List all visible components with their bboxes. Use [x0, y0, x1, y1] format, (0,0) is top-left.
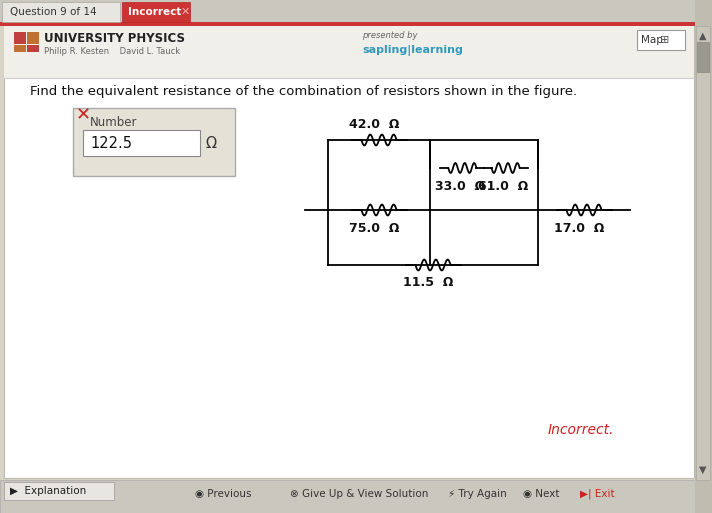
Text: ▼: ▼: [699, 465, 706, 475]
Bar: [4, 26, 694, 478]
Text: 122.5: 122.5: [90, 135, 132, 150]
Text: UNIVERSITY PHYSICS: UNIVERSITY PHYSICS: [44, 31, 185, 45]
Text: 42.0  Ω: 42.0 Ω: [349, 119, 399, 131]
Bar: [27, 45, 39, 52]
Bar: [0, 0, 712, 24]
Text: 11.5  Ω: 11.5 Ω: [403, 277, 453, 289]
Text: Find the equivalent resistance of the combination of resistors shown in the figu: Find the equivalent resistance of the co…: [30, 85, 577, 97]
Text: Philip R. Kesten    David L. Tauck: Philip R. Kesten David L. Tauck: [44, 48, 180, 56]
Bar: [83, 130, 200, 156]
Text: ◉ Previous: ◉ Previous: [195, 489, 251, 499]
Text: 75.0  Ω: 75.0 Ω: [349, 222, 399, 234]
Bar: [14, 45, 26, 52]
Bar: [122, 2, 190, 22]
Text: presented by: presented by: [362, 31, 417, 41]
Bar: [4, 482, 114, 500]
Text: ✕: ✕: [76, 106, 91, 124]
Text: Map: Map: [641, 35, 663, 45]
Text: ▶  Explanation: ▶ Explanation: [10, 486, 86, 496]
Text: ▲: ▲: [699, 31, 706, 41]
Bar: [2, 2, 120, 22]
Bar: [637, 30, 685, 50]
Bar: [4, 26, 694, 78]
Text: Incorrect.: Incorrect.: [548, 423, 614, 437]
Text: 33.0  Ω: 33.0 Ω: [435, 180, 486, 192]
Bar: [73, 108, 235, 176]
Text: ◉ Next: ◉ Next: [523, 489, 560, 499]
Text: ▶| Exit: ▶| Exit: [580, 489, 614, 499]
Text: Incorrect: Incorrect: [128, 7, 182, 17]
Text: sapling|learning: sapling|learning: [362, 45, 463, 55]
Bar: [27, 32, 39, 44]
Text: Ω: Ω: [206, 135, 217, 150]
Bar: [14, 32, 26, 44]
Bar: [0, 480, 712, 513]
Text: ⊞: ⊞: [660, 35, 669, 45]
Text: ✕: ✕: [181, 7, 190, 17]
Text: Number: Number: [90, 115, 137, 128]
Text: ⊗ Give Up & View Solution: ⊗ Give Up & View Solution: [290, 489, 429, 499]
Bar: [696, 26, 710, 480]
Bar: [695, 0, 712, 513]
Text: 61.0  Ω: 61.0 Ω: [478, 180, 529, 192]
Bar: [0, 22, 695, 26]
Text: Question 9 of 14: Question 9 of 14: [10, 7, 97, 17]
Text: ⚡ Try Again: ⚡ Try Again: [448, 489, 507, 499]
Bar: [697, 42, 709, 72]
Text: 17.0  Ω: 17.0 Ω: [554, 222, 604, 234]
